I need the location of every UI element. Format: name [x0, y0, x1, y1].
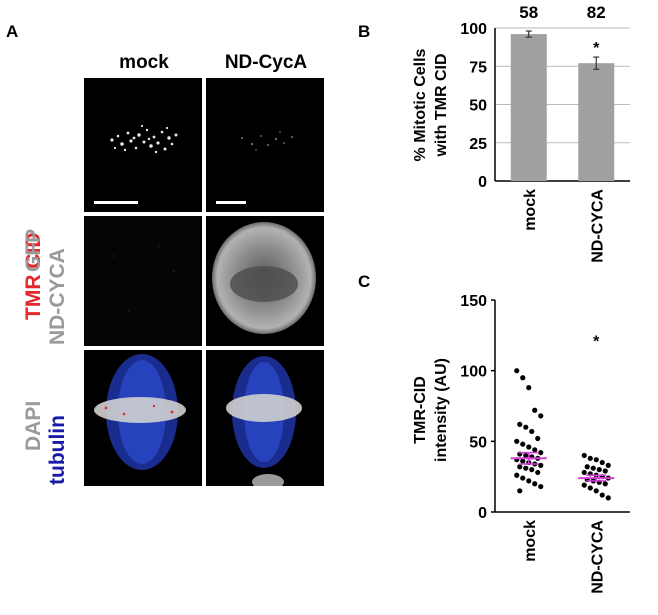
chart-c-point — [514, 438, 520, 444]
chart-b-ylabel-line1: % Mitotic Cells — [412, 48, 429, 161]
chart-b-ytick-label: 0 — [478, 174, 487, 191]
chart-c-point — [529, 467, 535, 473]
chart-b-xtick-label: mock — [522, 189, 539, 231]
row-label-gfp: GFP — [22, 228, 45, 272]
image-tmr-cid-nd-cyca — [206, 78, 324, 212]
row-label-dapi: DAPI — [22, 400, 45, 451]
chart-c-point — [532, 407, 538, 413]
chart-c-point — [599, 459, 605, 466]
chart-c-point — [517, 421, 523, 427]
chart-c-point — [581, 469, 587, 476]
chart-c-point — [529, 428, 535, 435]
chart-c-point — [581, 482, 587, 488]
image-dapi-tubulin-nd-cyca — [206, 350, 324, 486]
chart-c-point — [593, 457, 599, 463]
chart-c-point — [523, 424, 529, 430]
chart-c-point — [520, 441, 526, 447]
row-label-dapi-tubulin: DAPI tubulin — [22, 401, 70, 485]
chart-c-point — [605, 495, 611, 501]
chart-c-point — [526, 444, 532, 450]
chart-c-point — [526, 385, 532, 391]
chart-c-point — [523, 452, 529, 459]
chart-c-point — [523, 465, 529, 471]
chart-c-point — [602, 481, 608, 487]
scale-bar — [216, 201, 246, 204]
chart-c-point — [593, 488, 599, 494]
chart-c-point — [520, 458, 526, 464]
chart-c-point — [532, 447, 538, 453]
chart-c-point — [599, 492, 605, 498]
row-label-nd-cyca: ND-CYCA — [46, 248, 69, 345]
chart-c-ytick-label: 50 — [469, 434, 487, 451]
image-dapi-tubulin-mock — [84, 350, 202, 486]
chart-c-point — [517, 488, 523, 494]
chart-b-ytick-label: 100 — [460, 21, 487, 38]
chart-c-point — [538, 413, 544, 419]
chart-c-point — [517, 464, 523, 470]
chart-c-point — [602, 468, 608, 474]
chart-c-point — [514, 472, 520, 478]
chart-c-significance-mark: * — [593, 333, 600, 350]
chart-c-point — [538, 462, 544, 468]
image-gfp-mock — [84, 216, 202, 346]
chart-c: TMR-CID intensity (AU) 0 50 100 150 mock * ND… — [412, 293, 630, 594]
chart-b-bar — [578, 63, 615, 181]
chart-c-ytick-label: 0 — [478, 505, 487, 522]
image-tmr-cid-mock — [84, 78, 202, 212]
chart-c-point — [587, 485, 593, 491]
row-label-tubulin: tubulin — [46, 415, 69, 485]
chart-b-ytick-label: 25 — [469, 136, 487, 153]
chart-c-point — [584, 464, 590, 470]
chart-b: % Mitotic Cells with TMR CID 0255075100 … — [412, 3, 630, 263]
panel-letter-c: C — [358, 272, 371, 291]
chart-c-ytick-label: 100 — [460, 364, 487, 381]
chart-b-count-label: 82 — [587, 3, 606, 22]
chart-c-point — [520, 375, 526, 381]
chart-c-point — [605, 462, 611, 468]
chart-b-ytick-label: 50 — [469, 98, 487, 115]
chart-c-ytick-label: 150 — [460, 293, 487, 310]
panel-letter-b: B — [358, 22, 371, 41]
chart-b-ylabel-line2: with TMR CID — [433, 53, 450, 157]
chart-c-point — [526, 478, 532, 484]
chart-c-point — [587, 455, 593, 461]
column-label-mock: mock — [119, 52, 169, 73]
chart-c-point — [596, 467, 602, 473]
chart-c-point — [532, 481, 538, 487]
chart-c-point — [581, 452, 587, 459]
chart-c-ylabel-line2: intensity (AU) — [433, 358, 450, 462]
chart-b-ytick-label: 75 — [469, 59, 487, 76]
chart-b-significance-mark: * — [593, 40, 600, 57]
chart-b-bar — [510, 34, 547, 182]
chart-c-point — [535, 435, 541, 442]
chart-c-point — [590, 465, 596, 471]
chart-c-xtick-label: mock — [522, 520, 539, 562]
chart-c-point — [538, 483, 544, 490]
chart-c-point — [514, 368, 520, 374]
image-gfp-nd-cyca — [206, 216, 324, 346]
chart-c-point — [535, 469, 541, 476]
chart-c-point — [520, 475, 526, 481]
chart-c-xtick-label: ND-CYCA — [589, 520, 606, 594]
chart-c-ylabel-line1: TMR-CID — [412, 376, 429, 444]
column-label-nd-cyca: ND-CycA — [224, 52, 308, 73]
chart-c-point — [538, 450, 544, 456]
chart-b-xtick-label: ND-CYCA — [589, 189, 606, 263]
scale-bar — [94, 201, 138, 204]
panel-letter-a: A — [6, 22, 19, 41]
chart-b-count-label: 58 — [519, 3, 538, 22]
row-label-gfp-nd-cyca-block: GFP ND-CYCA — [22, 229, 70, 345]
